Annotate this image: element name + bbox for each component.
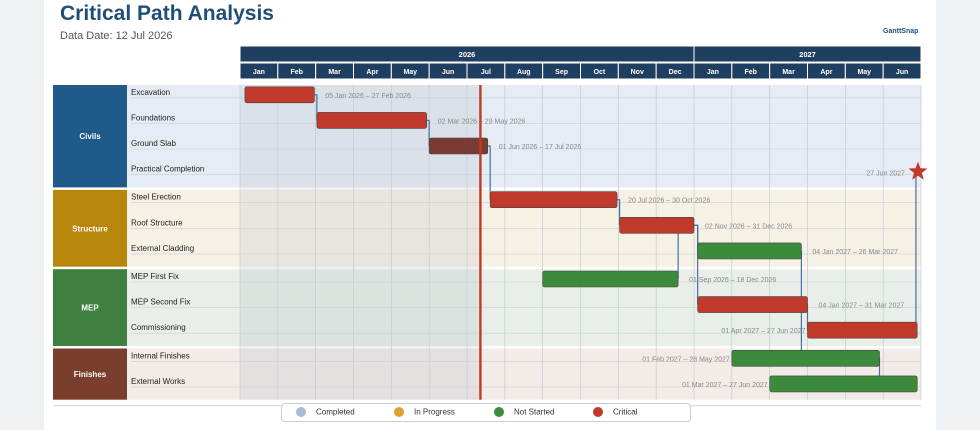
task-date-label: 04 Jan 2027 – 26 Mar 2027 xyxy=(812,249,898,256)
month-label: Apr xyxy=(366,69,378,76)
month-label: Jan xyxy=(707,69,719,76)
group-box xyxy=(53,85,127,188)
legend-swatch-in-progress xyxy=(394,407,404,417)
task-date-label: 01 Mar 2027 – 27 Jun 2027 xyxy=(682,382,768,389)
month-label: Jan xyxy=(253,69,265,76)
task-bar xyxy=(731,349,880,367)
group-label: MEP xyxy=(81,304,99,313)
year-label: 2026 xyxy=(459,50,476,59)
month-label: Feb xyxy=(291,69,303,76)
month-label: Sep xyxy=(555,69,568,76)
group-box xyxy=(53,269,127,346)
task-name: External Cladding xyxy=(131,244,194,253)
task-date-label: 01 Jun 2026 – 17 Jul 2026 xyxy=(499,144,582,151)
task-name: Foundations xyxy=(131,113,175,122)
task-bar xyxy=(807,321,918,339)
month-label: Oct xyxy=(594,69,606,76)
task-date-label: 20 Jul 2026 – 30 Oct 2026 xyxy=(628,198,710,205)
task-date-label: 01 Apr 2027 – 27 Jun 2027 xyxy=(721,328,805,335)
legend-swatch-completed xyxy=(296,407,306,417)
month-label: Apr xyxy=(820,69,832,76)
task-name: Practical Completion xyxy=(131,165,204,174)
month-label: May xyxy=(403,69,417,76)
task-bar xyxy=(489,191,618,208)
task-name: Commissioning xyxy=(131,323,186,332)
dependency-link xyxy=(617,199,621,226)
month-label: Dec xyxy=(669,69,682,76)
milestone-star xyxy=(908,161,928,180)
legend-label: Critical xyxy=(613,407,638,417)
month-label: Jul xyxy=(481,69,491,76)
brand-logo: GanttSnap xyxy=(883,28,919,35)
month-label: Mar xyxy=(328,69,341,76)
task-name: External Works xyxy=(131,377,185,386)
task-bar xyxy=(619,217,695,234)
task-bar xyxy=(316,112,428,129)
legend-label: Not Started xyxy=(514,407,555,417)
task-name: MEP First Fix xyxy=(131,272,179,281)
dependency-link xyxy=(487,145,491,200)
task-date-label: 27 Jun 2027 xyxy=(866,171,905,178)
task-name: Roof Structure xyxy=(131,218,183,227)
year-label: 2027 xyxy=(799,50,816,59)
month-label: Jun xyxy=(442,69,454,76)
task-date-label: 01 Feb 2027 – 28 May 2027 xyxy=(642,356,730,363)
month-label: Aug xyxy=(517,69,531,76)
task-name: Steel Erection xyxy=(131,193,181,202)
legend-label: In Progress xyxy=(414,407,455,417)
dependency-link xyxy=(314,94,318,121)
month-label: Jun xyxy=(896,69,908,76)
task-name: MEP Second Fix xyxy=(131,298,190,307)
group-box xyxy=(53,348,127,400)
task-bar xyxy=(697,296,808,313)
group-label: Civils xyxy=(79,132,101,141)
legend-item-critical: Critical xyxy=(593,407,637,417)
elapsed-shade xyxy=(240,85,481,400)
task-bar xyxy=(428,137,489,155)
task-date-label: 04 Jan 2027 – 31 Mar 2027 xyxy=(819,303,905,310)
task-name: Internal Finishes xyxy=(131,351,190,360)
task-name: Excavation xyxy=(131,88,170,97)
year-header-cell xyxy=(693,45,922,63)
page-title: Critical Path Analysis xyxy=(60,2,274,25)
legend-item-completed: Completed xyxy=(296,407,355,417)
legend-item-in-progress: In Progress xyxy=(394,407,455,417)
group-box xyxy=(53,189,127,267)
task-bar xyxy=(769,375,918,393)
legend-swatch-not-started xyxy=(494,407,504,417)
data-date-label: Data Date: 12 Jul 2026 xyxy=(60,30,173,42)
month-label: May xyxy=(857,69,871,76)
task-bar xyxy=(542,270,679,288)
task-bar xyxy=(697,242,802,260)
task-date-label: 02 Nov 2026 – 31 Dec 2026 xyxy=(705,223,792,230)
legend-item-not-started: Not Started xyxy=(494,407,554,417)
dependency-link xyxy=(426,119,430,146)
legend-swatch-critical xyxy=(593,407,603,417)
legend: Completed In Progress Not Started Critic… xyxy=(281,403,691,422)
group-label: Finishes xyxy=(74,370,107,379)
month-label: Nov xyxy=(631,69,644,76)
month-header-cell xyxy=(882,62,922,80)
task-date-label: 01 Sep 2026 – 18 Dec 2026 xyxy=(689,277,776,284)
dependency-link xyxy=(694,224,699,305)
month-label: Mar xyxy=(782,69,795,76)
task-date-label: 05 Jan 2026 – 27 Feb 2026 xyxy=(325,93,411,100)
legend-label: Completed xyxy=(316,407,355,417)
task-name: Ground Slab xyxy=(131,139,176,148)
month-label: Feb xyxy=(745,69,757,76)
group-label: Structure xyxy=(72,224,108,233)
task-bar xyxy=(244,86,315,104)
